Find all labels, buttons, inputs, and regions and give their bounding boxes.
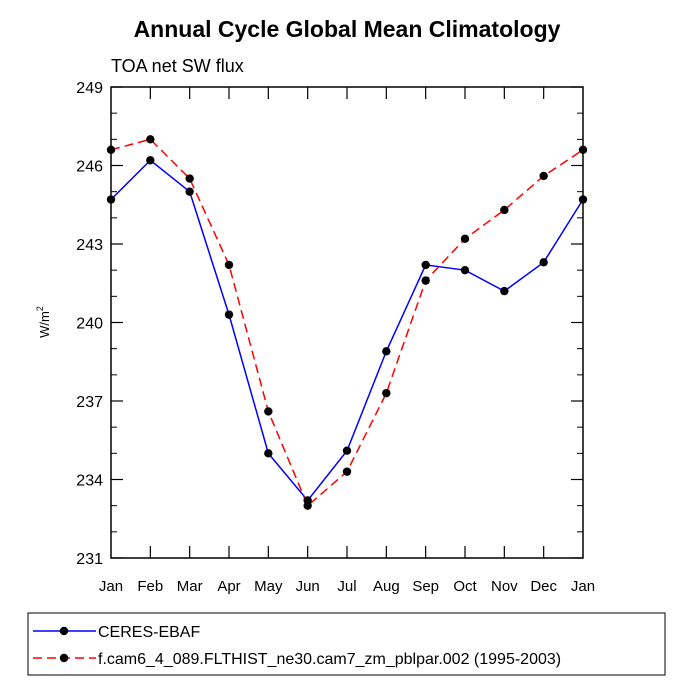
legend-items: CERES-EBAF f.cam6_4_089.FLTHIST_ne30.cam7…: [33, 624, 561, 668]
data-point-s0-2: [185, 187, 194, 196]
legend-box: [27, 612, 666, 676]
data-point-s0-10: [500, 286, 509, 296]
legend-label-1: f.cam6_4_089.FLTHIST_ne30.cam7_zm_pblpar…: [98, 651, 561, 668]
series-layer: [106, 135, 588, 510]
x-tick-label: Mar: [177, 578, 203, 595]
x-tick-label: Feb: [137, 578, 163, 595]
data-point-s0-7: [382, 347, 391, 356]
x-tick-label: Nov: [491, 578, 518, 595]
data-point-s0-9: [460, 265, 470, 275]
data-point-s1-6: [342, 467, 352, 476]
x-tick-labels: Jan Feb Mar Apr May Jun Jul Aug Sep Oct Nov Dec Jan: [99, 578, 595, 595]
data-point-s1-0: [106, 145, 116, 154]
y-tick-label: 234: [76, 473, 103, 490]
y-axis-label: W/m2: [35, 306, 52, 338]
x-tick-label: Sep: [412, 578, 439, 595]
x-tick-label: Apr: [217, 578, 240, 595]
legend: CERES-EBAF f.cam6_4_089.FLTHIST_ne30.cam7…: [27, 612, 666, 676]
data-point-s0-11: [539, 258, 548, 267]
data-point-s1-9: [460, 234, 470, 243]
data-point-s0-1: [146, 156, 155, 165]
data-point-s1-8: [421, 276, 430, 285]
data-point-s0-6: [342, 446, 352, 455]
plot-frame: [110, 86, 584, 559]
chart-subtitle: TOA net SW flux: [111, 56, 244, 76]
x-tick-label: May: [254, 578, 283, 595]
x-tick-label: Jun: [296, 578, 320, 595]
data-point-s1-5: [303, 501, 312, 510]
data-point-s0-4: [264, 449, 273, 458]
y-tick-label: 231: [76, 551, 103, 568]
data-point-s1-1: [146, 135, 155, 144]
legend-marker-0: [59, 626, 69, 636]
x-tick-label: Jul: [337, 578, 356, 595]
y-axis-label-text: W/m: [37, 311, 52, 338]
y-tick-labels: 231 234 237 240 243 246 249: [76, 80, 103, 568]
data-point-s1-7: [382, 388, 391, 398]
data-point-s1-4: [264, 407, 273, 416]
legend-label-0: CERES-EBAF: [98, 624, 200, 641]
x-tick-label: Oct: [453, 578, 477, 595]
x-tick-label: Dec: [530, 578, 557, 595]
tick-marks: [111, 86, 583, 559]
y-axis-label-superscript: 2: [35, 306, 45, 311]
data-point-s1-12: [578, 145, 588, 154]
y-tick-label: 243: [76, 237, 103, 254]
data-point-s0-8: [421, 260, 430, 270]
data-point-s1-11: [539, 171, 548, 181]
data-point-s1-3: [224, 260, 234, 270]
x-tick-label: Aug: [373, 578, 400, 595]
x-tick-label: Jan: [99, 578, 123, 595]
chart-title: Annual Cycle Global Mean Climatology: [134, 16, 561, 42]
data-point-s1-10: [500, 205, 509, 215]
y-tick-label: 237: [76, 394, 103, 411]
x-tick-label: Jan: [571, 578, 595, 595]
data-point-s0-0: [106, 195, 116, 204]
data-point-s1-2: [185, 174, 194, 183]
y-tick-label: 249: [76, 80, 103, 97]
y-tick-label: 240: [76, 316, 103, 333]
legend-marker-1: [59, 653, 69, 663]
data-point-s0-12: [578, 195, 588, 204]
data-point-s0-3: [224, 310, 234, 319]
y-tick-label: 246: [76, 159, 103, 176]
